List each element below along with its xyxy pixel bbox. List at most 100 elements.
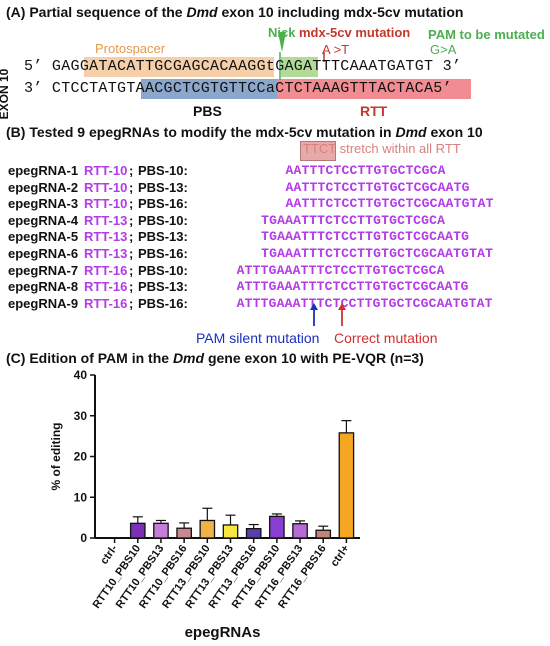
epegrna-separator: ; bbox=[129, 279, 134, 295]
epegrna-pbs: PBS-10: bbox=[138, 163, 188, 178]
panel-c-title-prefix: (C) Edition of PAM in the bbox=[6, 350, 173, 366]
top-strand-nick-base: t bbox=[265, 58, 276, 75]
epegrna-list: epegRNA-1 RTT-10; PBS-10: AATTTCTCCTTGTGCTC… bbox=[8, 163, 528, 312]
epegrna-pbs: PBS-13: bbox=[138, 229, 188, 245]
bar bbox=[269, 515, 285, 539]
epegrna-row: epegRNA-2 RTT-10; PBS-13: AATTTCTCCTTGTGCTC… bbox=[8, 180, 528, 197]
pam-mutate-label: PAM to be mutated bbox=[428, 27, 545, 42]
epegrna-row: epegRNA-3 RTT-10; PBS-16: AATTTCTCCTTGTGCTC… bbox=[8, 196, 528, 213]
epegrna-pbs: PBS-16: bbox=[138, 295, 188, 311]
epegrna-separator: ; bbox=[129, 196, 134, 212]
epegrna-name: epegRNA-8 bbox=[8, 279, 79, 295]
bottom-strand-segment-a: CTCCTATGTA bbox=[51, 80, 145, 97]
epegrna-row: epegRNA-8 RTT-16; PBS-13: ATTTGAAATTTCTCCTT… bbox=[8, 279, 528, 296]
bar bbox=[199, 519, 216, 539]
nick-label: Nick bbox=[268, 25, 296, 40]
sequence-diagram: EXON 10 bbox=[0, 32, 471, 119]
panel-b-title-suffix: exon 10 bbox=[426, 124, 483, 140]
epegrna-pbs: PBS-13: bbox=[138, 179, 188, 195]
epegrna-sequence: AATTTCTCCTTGTGCTCGCAATG bbox=[285, 179, 470, 195]
epegrna-pbs: PBS-10: bbox=[138, 212, 188, 228]
epegrna-sequence: TGAAATTTCTCCTTGTGCTCGCAATGTAT bbox=[261, 245, 494, 261]
y-tick-label: 20 bbox=[74, 450, 88, 464]
top-strand: 5’ GAGGATACATTGCGAGCACAAGGtGAGATTTCAAATG… bbox=[24, 58, 461, 75]
epegrna-separator: ; bbox=[129, 163, 134, 178]
epegrna-separator: ; bbox=[129, 212, 134, 228]
epegrna-sequence: AATTTCTCCTTGTGCTCGCAATGTAT bbox=[285, 196, 494, 212]
top-strand-left-end: 5’ bbox=[24, 58, 43, 75]
epegrna-rtt: RTT-10 bbox=[84, 196, 128, 212]
epegrna-pbs: PBS-13: bbox=[138, 279, 188, 295]
bar bbox=[176, 527, 192, 539]
bottom-strand-right-end: 5’ bbox=[433, 80, 452, 97]
epegrna-row: epegRNA-7 RTT-16; PBS-10: ATTTGAAATTTCTCCTT… bbox=[8, 263, 528, 280]
epegrna-sequence: ATTTGAAATTTCTCCTTGTGCTCGCAATG bbox=[236, 279, 469, 295]
pam-silent-label: PAM silent mutation bbox=[196, 330, 320, 346]
epegrna-row: epegRNA-9 RTT-16; PBS-16: ATTTGAAATTTCTCCTT… bbox=[8, 296, 528, 313]
x-tick-label: ctrl+ bbox=[329, 543, 352, 569]
top-strand-right-end: 3’ bbox=[442, 58, 462, 75]
y-tick-label: 10 bbox=[74, 490, 88, 504]
epegrna-row: epegRNA-5 RTT-13; PBS-13: TGAAATTTCTCCTTGTG… bbox=[8, 229, 528, 246]
bottom-strand-rtt: TCCaCTCTAAAGTTTAC bbox=[237, 80, 397, 97]
epegrna-row: epegRNA-4 RTT-13; PBS-10: TGAAATTTCTCCTTGTG… bbox=[8, 213, 528, 230]
panel-c-title-gene: Dmd bbox=[172, 350, 205, 366]
rtt-highlight bbox=[277, 79, 471, 99]
epegrna-row: epegRNA-6 RTT-13; PBS-16: TGAAATTTCTCCTTGTG… bbox=[8, 246, 528, 263]
top-strand-segment-a: GAGG bbox=[51, 58, 90, 75]
top-strand-segment-b: ATTTCAAATGATGT bbox=[303, 58, 434, 75]
epegrna-sequence: TGAAATTTCTCCTTGTGCTCGCA bbox=[261, 212, 446, 228]
epegrna-rtt: RTT-10 bbox=[84, 163, 128, 178]
epegrna-separator: ; bbox=[129, 179, 134, 195]
epegrna-row: epegRNA-1 RTT-10; PBS-10: AATTTCTCCTTGTGCTC… bbox=[8, 163, 528, 180]
epegrna-rtt: RTT-13 bbox=[84, 245, 128, 261]
epegrna-pbs: PBS-10: bbox=[138, 262, 188, 278]
epegrna-name: epegRNA-3 bbox=[8, 196, 79, 212]
pbs-highlight bbox=[141, 79, 277, 99]
panel-a-title-prefix: (A) Partial sequence of the bbox=[6, 4, 187, 20]
ttct-highlight-box bbox=[300, 141, 336, 161]
epegrna-name: epegRNA-5 bbox=[8, 229, 79, 245]
mutation-label: mdx-5cv mutation bbox=[299, 25, 411, 40]
epegrna-sequence: ATTTGAAATTTCTCCTTGTGCTCGCAATGTAT bbox=[236, 295, 493, 311]
rtt-label: RTT bbox=[360, 103, 388, 119]
pbs-label: PBS bbox=[193, 103, 222, 119]
correct-mutation-label: Correct mutation bbox=[334, 330, 438, 346]
epegrna-name: epegRNA-6 bbox=[8, 245, 79, 261]
panel-a-title: (A) Partial sequence of the Dmd exon 10 … bbox=[6, 4, 463, 20]
epegrna-separator: ; bbox=[129, 245, 134, 261]
panel-a-title-gene: Dmd bbox=[186, 4, 218, 20]
epegrna-separator: ; bbox=[129, 229, 134, 245]
x-axis-label: epegRNAs bbox=[185, 624, 261, 641]
y-axis-label: % of editing bbox=[49, 423, 63, 491]
bar bbox=[245, 527, 262, 539]
pam-mutate-change: G>A bbox=[430, 42, 457, 57]
panel-b-title-gene: Dmd bbox=[395, 124, 427, 140]
bar bbox=[222, 524, 239, 539]
epegrna-pbs: PBS-16: bbox=[138, 196, 188, 212]
epegrna-name: epegRNA-1 bbox=[8, 163, 79, 178]
y-tick-label: 0 bbox=[80, 531, 87, 545]
epegrna-rtt: RTT-16 bbox=[84, 262, 128, 278]
panel-b-title-prefix: (B) Tested 9 epegRNAs to modify the mdx-… bbox=[6, 124, 396, 140]
stretch-label: TTCT stretch within all RTT bbox=[303, 141, 461, 156]
bottom-strand-left-end: 3’ bbox=[24, 80, 43, 97]
panel-c-title-suffix: gene exon 10 with PE-VQR (n=3) bbox=[204, 350, 424, 366]
panel-c-title: (C) Edition of PAM in the Dmd gene exon … bbox=[6, 350, 424, 366]
epegrna-sequence: TGAAATTTCTCCTTGTGCTCGCAATG bbox=[261, 229, 470, 245]
top-strand-protospacer: ATACATTGCGAGCACAAGG bbox=[89, 58, 266, 75]
epegrna-separator: ; bbox=[129, 295, 134, 311]
epegrna-name: epegRNA-9 bbox=[8, 295, 79, 311]
exon-label: EXON 10 bbox=[0, 68, 11, 119]
bar bbox=[292, 523, 308, 539]
epegrna-rtt: RTT-10 bbox=[84, 179, 128, 195]
bar bbox=[153, 522, 169, 539]
top-strand-pam: GAG bbox=[275, 58, 304, 75]
epegrna-name: epegRNA-2 bbox=[8, 179, 79, 195]
panel-a-title-suffix: exon 10 including mdx-5cv mutation bbox=[217, 4, 464, 20]
protospacer-highlight bbox=[84, 57, 274, 77]
epegrna-pbs: PBS-16: bbox=[138, 245, 188, 261]
bar bbox=[129, 522, 146, 539]
correct-mutation-arrow-head bbox=[338, 303, 346, 310]
